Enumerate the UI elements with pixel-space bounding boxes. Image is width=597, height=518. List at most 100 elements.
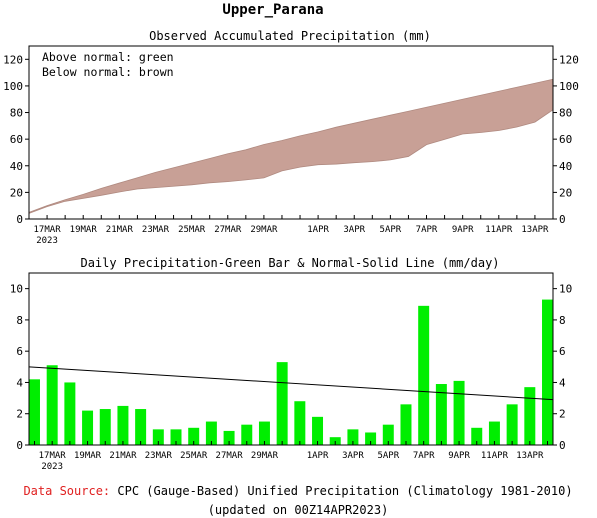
bottom-ytick-label-right: 4 — [559, 376, 566, 389]
daily-precip-bar — [347, 429, 359, 445]
bottom-ytick-label-left: 8 — [16, 314, 23, 327]
top-plot-frame — [28, 45, 554, 220]
daily-precip-bar — [471, 427, 483, 445]
daily-precip-bar — [488, 421, 500, 445]
bottom-panel-title: Daily Precipitation-Green Bar & Normal-S… — [80, 256, 499, 270]
bottom-xtick-label: 23MAR — [145, 451, 173, 461]
daily-precip-bar — [46, 365, 58, 445]
daily-precip-bar — [382, 424, 394, 445]
top-xtick-label: 11APR — [485, 225, 513, 235]
daily-precip-bar — [29, 379, 40, 445]
bottom-xtick-sublabel: 2023 — [41, 462, 63, 472]
data-source-label: Data Source: — [23, 484, 110, 498]
daily-precip-bar — [365, 432, 377, 445]
top-ytick-label-left: 0 — [16, 213, 23, 226]
top-xtick-label: 25MAR — [178, 225, 206, 235]
bottom-xtick-label: 17MAR — [39, 451, 67, 461]
footer-source-line: Data Source: CPC (Gauge-Based) Unified P… — [23, 484, 572, 498]
bottom-xtick-label: 9APR — [448, 451, 470, 461]
bottom-ytick-label-right: 0 — [559, 439, 566, 452]
bottom-xtick-label: 25MAR — [180, 451, 208, 461]
top-xtick-label: 7APR — [416, 225, 438, 235]
bottom-xtick-label: 27MAR — [216, 451, 244, 461]
daily-precip-bar — [400, 404, 412, 445]
bottom-normal-layer — [28, 366, 554, 401]
top-xtick-label: 27MAR — [214, 225, 242, 235]
top-panel-title: Observed Accumulated Precipitation (mm) — [149, 29, 431, 43]
legend-below-normal: Below normal: brown — [42, 65, 174, 79]
bottom-ytick-label-left: 4 — [16, 376, 23, 389]
daily-precip-bar — [117, 405, 129, 445]
daily-precip-bar — [82, 410, 94, 445]
top-ytick-label-right: 0 — [559, 213, 566, 226]
legend-above-normal: Above normal: green — [42, 50, 174, 64]
daily-precip-bar — [435, 384, 447, 445]
bottom-ytick-label-left: 2 — [16, 408, 23, 421]
daily-precip-bar — [135, 409, 147, 445]
daily-precip-bar — [205, 421, 217, 445]
daily-precip-bar — [258, 421, 270, 445]
accumulated-precip-panel: Above normal: green Below normal: brown … — [3, 45, 579, 246]
daily-precip-bar — [223, 430, 235, 445]
top-ytick-label-right: 40 — [559, 160, 572, 173]
bottom-ytick-label-right: 10 — [559, 283, 572, 296]
bottom-xtick-label: 7APR — [413, 451, 435, 461]
bottom-ytick-label-left: 0 — [16, 439, 23, 452]
top-ytick-label-right: 20 — [559, 186, 572, 199]
bottom-xtick-label: 19MAR — [74, 451, 102, 461]
daily-precip-bar — [542, 299, 553, 445]
daily-precip-bar — [241, 424, 253, 445]
top-ytick-label-left: 60 — [10, 133, 23, 146]
daily-precip-bar — [99, 409, 111, 445]
bottom-plot-frame — [28, 272, 554, 446]
top-xtick-label: 21MAR — [106, 225, 134, 235]
top-xtick-label: 3APR — [343, 225, 365, 235]
top-ytick-label-right: 120 — [559, 53, 579, 66]
bottom-ytick-label-right: 6 — [559, 345, 566, 358]
top-xtick-label: 23MAR — [142, 225, 170, 235]
daily-precip-bar — [506, 404, 518, 445]
normal-daily-line — [28, 366, 554, 401]
bottom-xtick-label: 29MAR — [251, 451, 279, 461]
top-area-layer — [28, 78, 554, 214]
below-normal-shading — [29, 79, 553, 214]
top-xtick-label: 5APR — [380, 225, 402, 235]
bottom-ytick-label-left: 6 — [16, 345, 23, 358]
top-ytick-label-right: 80 — [559, 107, 572, 120]
top-ytick-label-left: 120 — [3, 53, 23, 66]
daily-precip-bar — [170, 429, 182, 445]
top-xtick-label: 17MAR — [34, 225, 62, 235]
daily-precip-bar — [188, 427, 200, 445]
daily-precip-bar — [152, 429, 164, 445]
daily-precip-bar — [276, 362, 288, 445]
top-xtick-label: 13APR — [521, 225, 549, 235]
daily-precip-bar — [524, 387, 536, 445]
footer-updated: (updated on 00Z14APR2023) — [208, 503, 389, 517]
bottom-xtick-label: 11APR — [481, 451, 509, 461]
normal-accum-line — [28, 78, 554, 213]
top-xtick-sublabel: 2023 — [36, 236, 58, 246]
bottom-ytick-label-right: 2 — [559, 408, 566, 421]
top-ytick-label-right: 100 — [559, 80, 579, 93]
top-ytick-label-left: 20 — [10, 186, 23, 199]
top-xtick-label: 19MAR — [70, 225, 98, 235]
daily-precip-bar — [312, 416, 324, 445]
top-ytick-label-left: 100 — [3, 80, 23, 93]
bottom-ytick-label-right: 8 — [559, 314, 566, 327]
bottom-xtick-label: 5APR — [377, 451, 399, 461]
data-source-text: CPC (Gauge-Based) Unified Precipitation … — [117, 484, 572, 498]
top-xtick-label: 29MAR — [250, 225, 278, 235]
top-ytick-label-right: 60 — [559, 133, 572, 146]
top-ytick-label-left: 80 — [10, 107, 23, 120]
observed-accum-line — [28, 109, 554, 214]
bottom-xtick-label: 21MAR — [109, 451, 137, 461]
bottom-ytick-label-left: 10 — [10, 283, 23, 296]
daily-precip-bar — [418, 305, 430, 445]
bottom-bars-layer — [29, 299, 553, 445]
bottom-xtick-label: 3APR — [342, 451, 364, 461]
top-xtick-label: 1APR — [307, 225, 329, 235]
